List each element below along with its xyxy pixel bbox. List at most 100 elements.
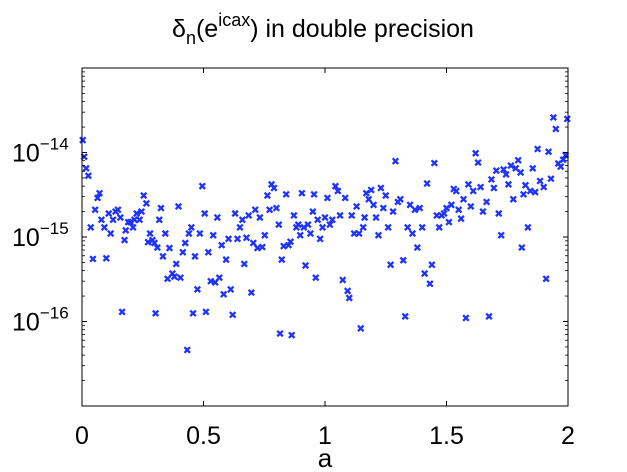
data-point (485, 312, 493, 320)
data-point (497, 231, 505, 239)
data-point (411, 206, 419, 214)
data-point (369, 201, 378, 209)
data-point (79, 136, 87, 144)
data-point (133, 209, 141, 218)
data-point (540, 183, 548, 191)
data-point (391, 157, 400, 165)
data-point (455, 206, 463, 214)
data-point (204, 248, 212, 256)
data-point (100, 223, 108, 231)
data-point (428, 261, 436, 269)
data-point (220, 290, 228, 298)
data-point (163, 275, 172, 283)
data-point (122, 226, 130, 234)
data-point (336, 211, 344, 220)
data-point (442, 204, 451, 212)
data-point (82, 164, 90, 172)
data-point (384, 223, 392, 231)
data-point (97, 216, 106, 224)
data-point (552, 125, 560, 133)
data-point (418, 223, 426, 231)
data-point (152, 309, 160, 317)
data-point (282, 190, 290, 198)
data-point (526, 187, 534, 195)
data-point (469, 187, 477, 195)
data-point (517, 168, 525, 177)
data-point (536, 177, 544, 185)
data-point (399, 256, 407, 264)
data-point (457, 215, 465, 223)
data-point (467, 202, 475, 211)
data-point (544, 148, 553, 156)
data-point (482, 198, 491, 206)
data-point (142, 199, 151, 207)
data-point (153, 243, 161, 252)
data-point (524, 223, 532, 231)
data-point (339, 276, 347, 284)
data-point (348, 211, 356, 220)
data-point (474, 158, 482, 167)
data-point (231, 209, 239, 218)
data-point (514, 156, 522, 164)
data-point (408, 229, 417, 238)
data-point (207, 277, 215, 285)
chart-title-base-sub: n (186, 28, 196, 48)
data-point (359, 223, 367, 231)
data-point (487, 175, 496, 184)
data-point (495, 209, 503, 218)
data-point (518, 243, 526, 252)
data-point (459, 195, 468, 203)
data-point (542, 275, 550, 283)
data-point (401, 312, 409, 320)
x-tick-label: 0.5 (186, 422, 221, 450)
data-point (519, 190, 528, 198)
data-point (187, 223, 195, 231)
data-point (440, 209, 448, 218)
data-point (379, 204, 387, 212)
data-point (170, 272, 178, 281)
data-point (531, 188, 539, 196)
data-point (296, 231, 304, 239)
data-point (499, 165, 508, 174)
data-point (314, 216, 322, 224)
data-point (198, 182, 206, 190)
data-point (275, 221, 283, 229)
data-point (155, 216, 163, 224)
data-point (430, 159, 438, 167)
data-point (365, 195, 373, 203)
data-point (334, 187, 342, 195)
data-point (362, 189, 370, 197)
data-point (310, 190, 318, 198)
data-point (256, 213, 264, 222)
data-point (253, 244, 262, 252)
data-point (215, 274, 223, 282)
data-point (114, 206, 122, 214)
data-point (245, 211, 253, 220)
data-point (286, 238, 295, 246)
data-point (413, 243, 421, 252)
y-tick-exponent: −16 (40, 304, 69, 323)
data-point (174, 202, 183, 211)
data-point (107, 229, 115, 238)
data-point (563, 115, 571, 123)
data-point (386, 261, 395, 269)
data-point (472, 149, 480, 157)
data-point (150, 239, 159, 247)
y-tick-mantissa: 10 (12, 140, 40, 168)
data-point (377, 184, 385, 192)
data-point (181, 239, 189, 247)
x-tick-label: 1 (318, 422, 332, 450)
data-point (261, 231, 269, 239)
data-point (165, 244, 174, 252)
data-point (238, 216, 246, 224)
x-tick-label: 1.5 (429, 422, 464, 450)
data-point (263, 191, 272, 200)
data-point (146, 229, 154, 238)
chart-title-base: δ (172, 15, 186, 43)
data-point (91, 206, 99, 214)
data-point (280, 242, 288, 250)
data-point (447, 201, 455, 209)
data-point (191, 252, 199, 260)
